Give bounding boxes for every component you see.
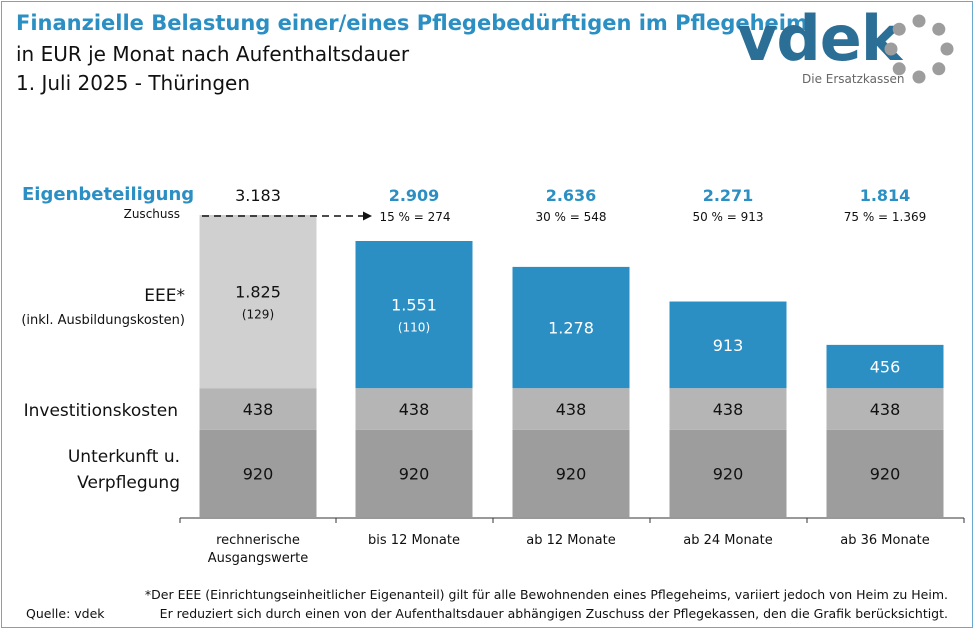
data-label-1-1: 438 xyxy=(399,400,430,419)
data-label-1-3: 438 xyxy=(713,400,744,419)
eee-note-label: (inkl. Ausbildungskosten) xyxy=(21,313,185,328)
bar-segment-2-0 xyxy=(199,215,317,389)
data-label-0-2: 920 xyxy=(556,464,587,483)
zuschuss-arrow-head xyxy=(363,211,372,221)
eigenbeteiligung-label: Eigenbeteiligung xyxy=(22,184,195,205)
ausbildungskosten-label-0: (129) xyxy=(242,308,274,322)
ausbildungskosten-label-1: (110) xyxy=(398,321,430,335)
bar-segment-0-3 xyxy=(669,429,787,517)
data-label-0-1: 920 xyxy=(399,464,430,483)
zuschuss-label: Zuschuss xyxy=(123,207,180,221)
data-label-2-4: 456 xyxy=(870,358,901,377)
zuschuss-value-2: 30 % = 548 xyxy=(535,210,606,224)
bar-segment-0-2 xyxy=(512,429,630,517)
data-label-2-2: 1.278 xyxy=(548,319,594,338)
investitionskosten-label: Investitionskosten xyxy=(23,401,178,421)
data-label-0-4: 920 xyxy=(870,464,901,483)
data-label-2-3: 913 xyxy=(713,336,744,355)
footnote-line1: *Der EEE (Einrichtungseinheitlicher Eige… xyxy=(144,587,948,602)
source-note: Quelle: vdek xyxy=(26,606,105,621)
zuschuss-value-1: 15 % = 274 xyxy=(379,210,450,224)
data-label-1-2: 438 xyxy=(556,400,587,419)
bar-segment-2-3 xyxy=(669,301,787,389)
chart-subtitle: in EUR je Monat nach Aufenthaltsdauer xyxy=(16,42,410,66)
eigenbeteiligung-value-3: 2.271 xyxy=(703,186,754,205)
eigenbeteiligung-value-4: 1.814 xyxy=(860,186,911,205)
bar-segment-1-4 xyxy=(826,388,944,430)
category-label-4-0: ab 36 Monate xyxy=(840,533,930,548)
unterkunft-label-line2: Verpflegung xyxy=(77,473,180,493)
data-label-1-4: 438 xyxy=(870,400,901,419)
category-label-0-1: Ausgangswerte xyxy=(208,551,308,566)
bar-segment-2-2 xyxy=(512,266,630,389)
bar-segment-1-2 xyxy=(512,388,630,430)
data-label-0-0: 920 xyxy=(243,464,274,483)
bar-segment-0-0 xyxy=(199,429,317,517)
eigenbeteiligung-value-0: 3.183 xyxy=(235,186,281,205)
logo-tagline: Die Ersatzkassen xyxy=(802,72,905,86)
eigenbeteiligung-value-2: 2.636 xyxy=(546,186,597,205)
category-label-2-0: ab 12 Monate xyxy=(526,533,616,548)
zuschuss-value-4: 75 % = 1.369 xyxy=(844,210,927,224)
unterkunft-label-line1: Unterkunft u. xyxy=(67,447,180,467)
category-label-0-0: rechnerische xyxy=(216,533,300,548)
bar-segment-1-0 xyxy=(199,388,317,430)
data-label-1-0: 438 xyxy=(243,400,274,419)
logo-wordmark: vdek xyxy=(737,2,902,75)
bar-segment-1-3 xyxy=(669,388,787,430)
eee-label: EEE* xyxy=(144,286,185,306)
zuschuss-value-3: 50 % = 913 xyxy=(692,210,763,224)
data-label-2-0: 1.825 xyxy=(235,283,281,302)
vdek-logo: vdek Die Ersatzkassen xyxy=(737,2,957,88)
bar-segment-1-1 xyxy=(355,388,473,430)
data-label-0-3: 920 xyxy=(713,464,744,483)
logo-ring-icon xyxy=(884,14,954,84)
category-label-3-0: ab 24 Monate xyxy=(683,533,773,548)
bar-segment-2-4 xyxy=(826,344,944,389)
bar-segment-2-1 xyxy=(355,240,473,389)
footnote-line2: Er reduziert sich durch einen von der Au… xyxy=(159,606,948,621)
chart-date-region: 1. Juli 2025 - Thüringen xyxy=(16,71,251,95)
chart-title: Finanzielle Belastung einer/eines Pflege… xyxy=(16,11,808,35)
bar-segment-0-1 xyxy=(355,429,473,517)
category-label-1-0: bis 12 Monate xyxy=(368,533,460,548)
bar-segment-0-4 xyxy=(826,429,944,517)
eigenbeteiligung-value-1: 2.909 xyxy=(389,186,440,205)
data-label-2-1: 1.551 xyxy=(391,296,437,315)
